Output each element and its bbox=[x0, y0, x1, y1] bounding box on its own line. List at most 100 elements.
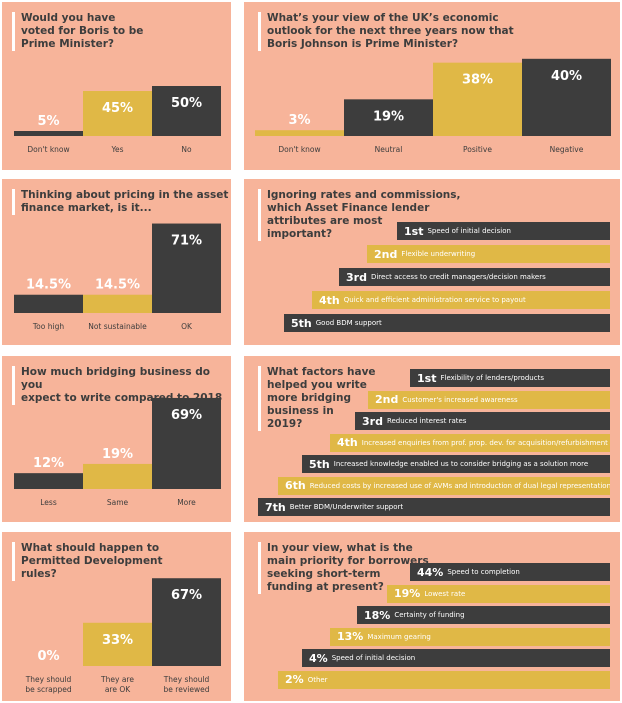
bar-label-6: Better BDM/Underwriter support bbox=[289, 503, 404, 511]
rank-label-3: 4th bbox=[337, 436, 358, 449]
tick-label-1: They are bbox=[100, 675, 134, 684]
bar-label-2: Certainty of funding bbox=[394, 611, 465, 619]
bar-3 bbox=[522, 58, 611, 136]
rank-label-5: 2% bbox=[285, 673, 304, 686]
tick-label-0: They should bbox=[25, 675, 72, 684]
tick-label-2: No bbox=[181, 145, 192, 154]
data-label-1: 19% bbox=[373, 109, 404, 124]
bar-3: 4th Increased enquiries from prof. prop. … bbox=[330, 433, 610, 452]
bar-label-1: Customer's increased awareness bbox=[402, 395, 518, 404]
rank-label-0: 44% bbox=[417, 565, 444, 579]
bar-0: 1st Speed of initial decision bbox=[397, 222, 610, 240]
data-label-1: 45% bbox=[102, 101, 133, 116]
bar-2 bbox=[152, 223, 221, 313]
bar-0 bbox=[14, 294, 83, 313]
bar-1 bbox=[344, 99, 433, 136]
bar-label-2: Reduced interest rates bbox=[386, 417, 467, 425]
bar-chart-boris-pm: 5% Don't know 45% Yes 50% No bbox=[14, 86, 221, 154]
bar-1: 2nd Flexible underwriting bbox=[367, 245, 610, 263]
tick-label-3: Negative bbox=[550, 145, 584, 154]
panel-title: Would you have voted for Boris to be Pri… bbox=[12, 12, 143, 51]
rank-label-3: 13% bbox=[337, 630, 364, 643]
tick-label-1: Neutral bbox=[375, 145, 403, 154]
data-label-1: 19% bbox=[102, 447, 133, 462]
bar-0 bbox=[255, 130, 344, 136]
bar-label-3: Increased enquiries from prof. prop. dev… bbox=[361, 438, 608, 447]
rank-label-0: 1st bbox=[417, 371, 437, 385]
panel-attributes: Ignoring rates and commissions, which As… bbox=[244, 179, 620, 345]
data-label-1: 33% bbox=[102, 633, 133, 648]
tick-label-1: Yes bbox=[110, 145, 123, 154]
bar-1: 19% Lowest rate bbox=[387, 584, 610, 603]
rank-label-0: 1st bbox=[404, 224, 424, 238]
tick-label-0: Don't know bbox=[278, 145, 320, 154]
tick-label-1: are OK bbox=[105, 685, 131, 694]
bar-2 bbox=[152, 397, 221, 489]
bar-label-5: Reduced costs by increased use of AVMs a… bbox=[309, 481, 610, 490]
rank-label-2: 3rd bbox=[346, 270, 367, 284]
data-label-3: 40% bbox=[551, 69, 582, 84]
tick-label-1: Same bbox=[107, 498, 129, 507]
bar-2: 18% Certainty of funding bbox=[357, 606, 610, 624]
panel-boris-pm: Would you have voted for Boris to be Pri… bbox=[2, 2, 231, 170]
bar-label-1: Lowest rate bbox=[424, 589, 466, 598]
bar-4: 5th Good BDM support bbox=[284, 314, 610, 332]
rank-label-2: 3rd bbox=[362, 414, 383, 428]
bar-label-5: Other bbox=[307, 675, 328, 684]
bar-2: 3rd Reduced interest rates bbox=[355, 412, 610, 430]
data-label-2: 38% bbox=[462, 73, 493, 88]
rank-label-4: 5th bbox=[309, 457, 330, 471]
rank-label-3: 4th bbox=[319, 293, 340, 307]
bar-label-1: Flexible underwriting bbox=[401, 250, 476, 258]
bar-0 bbox=[14, 131, 83, 136]
bar-label-4: Increased knowledge enabled us to consid… bbox=[333, 460, 589, 468]
data-label-2: 50% bbox=[171, 96, 202, 111]
rank-label-4: 4% bbox=[309, 651, 328, 665]
bar-3: 13% Maximum gearing bbox=[330, 627, 610, 646]
rank-label-1: 2nd bbox=[374, 247, 398, 261]
panel-bridging-factors: What factors have helped you write more … bbox=[244, 356, 620, 522]
tick-label-2: Positive bbox=[463, 145, 492, 154]
bar-chart-outlook: 3% Don't know 19% Neutral 38% Positive 40% Nega… bbox=[255, 58, 611, 154]
tick-label-0: Less bbox=[40, 498, 57, 507]
tick-label-2: be reviewed bbox=[164, 685, 210, 694]
data-label-2: 67% bbox=[171, 588, 202, 603]
bar-1 bbox=[83, 622, 152, 666]
panel-title: In your view, what is the main priority … bbox=[258, 542, 429, 594]
data-label-0: 14.5% bbox=[26, 278, 71, 293]
bar-label-4: Speed of initial decision bbox=[331, 654, 416, 662]
bar-chart-bridging-volume: 12% Less 19% Same 69% More bbox=[14, 397, 221, 507]
rank-label-5: 6th bbox=[285, 479, 306, 492]
data-label-0: 5% bbox=[37, 114, 59, 129]
bar-4: 4% Speed of initial decision bbox=[302, 649, 610, 667]
bar-label-0: Speed to completion bbox=[447, 568, 520, 576]
panel-outlook: What’s your view of the UK’s economic ou… bbox=[244, 2, 620, 170]
bar-label-3: Maximum gearing bbox=[367, 632, 431, 641]
data-label-2: 71% bbox=[171, 234, 202, 249]
panel-title: Ignoring rates and commissions, which As… bbox=[258, 189, 461, 241]
rank-label-4: 5th bbox=[291, 316, 312, 330]
bar-0: 1st Flexibility of lenders/products bbox=[410, 369, 610, 387]
bar-label-2: Direct access to credit managers/decisio… bbox=[370, 273, 546, 281]
bar-6: 7th Better BDM/Underwriter support bbox=[258, 498, 610, 516]
panel-title: What factors have helped you write more … bbox=[258, 366, 376, 431]
bar-3: 4th Quick and efficient administration se… bbox=[312, 291, 610, 309]
bar-1 bbox=[83, 463, 152, 489]
bar-2 bbox=[152, 578, 221, 666]
rank-label-1: 2nd bbox=[375, 393, 399, 406]
data-label-1: 14.5% bbox=[95, 278, 140, 293]
bar-label-0: Speed of initial decision bbox=[427, 227, 511, 235]
data-label-0: 3% bbox=[288, 113, 310, 128]
rank-label-6: 7th bbox=[265, 500, 286, 514]
panel-title: What’s your view of the UK’s economic ou… bbox=[258, 12, 514, 51]
panel-title: What should happen to Permitted Developm… bbox=[12, 542, 163, 581]
data-label-2: 69% bbox=[171, 408, 202, 423]
tick-label-2: They should bbox=[163, 675, 210, 684]
tick-label-2: More bbox=[177, 498, 196, 507]
data-label-0: 0% bbox=[37, 649, 59, 664]
panel-priority: In your view, what is the main priority … bbox=[244, 532, 620, 701]
data-label-0: 12% bbox=[33, 456, 64, 471]
bar-2 bbox=[433, 62, 522, 136]
bar-5: 2% Other bbox=[278, 670, 610, 689]
